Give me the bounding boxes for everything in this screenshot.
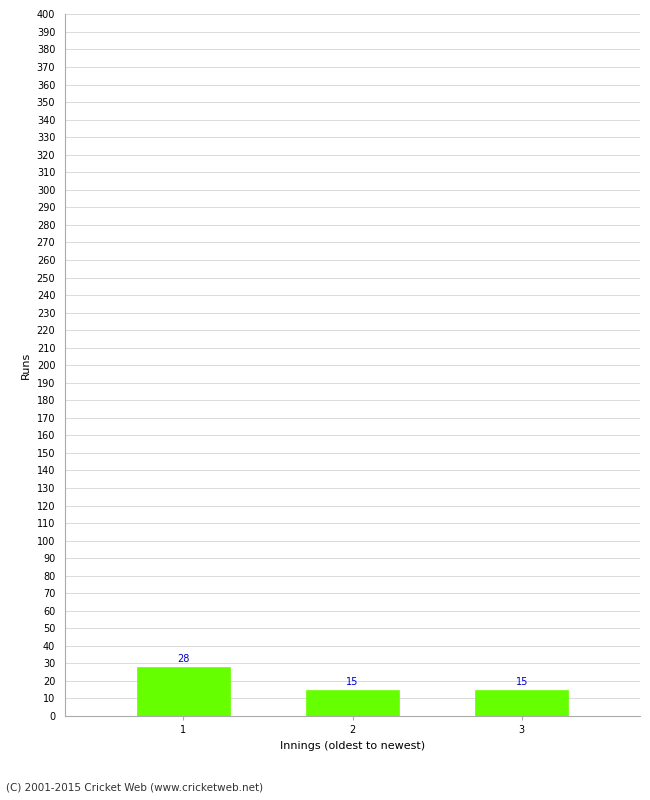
Text: 15: 15 (515, 677, 528, 687)
Text: (C) 2001-2015 Cricket Web (www.cricketweb.net): (C) 2001-2015 Cricket Web (www.cricketwe… (6, 782, 264, 792)
X-axis label: Innings (oldest to newest): Innings (oldest to newest) (280, 741, 425, 750)
Y-axis label: Runs: Runs (21, 351, 31, 379)
Bar (137, 667, 230, 716)
Bar (475, 690, 568, 716)
Text: 15: 15 (346, 677, 359, 687)
Text: 28: 28 (177, 654, 190, 664)
Bar (306, 690, 399, 716)
